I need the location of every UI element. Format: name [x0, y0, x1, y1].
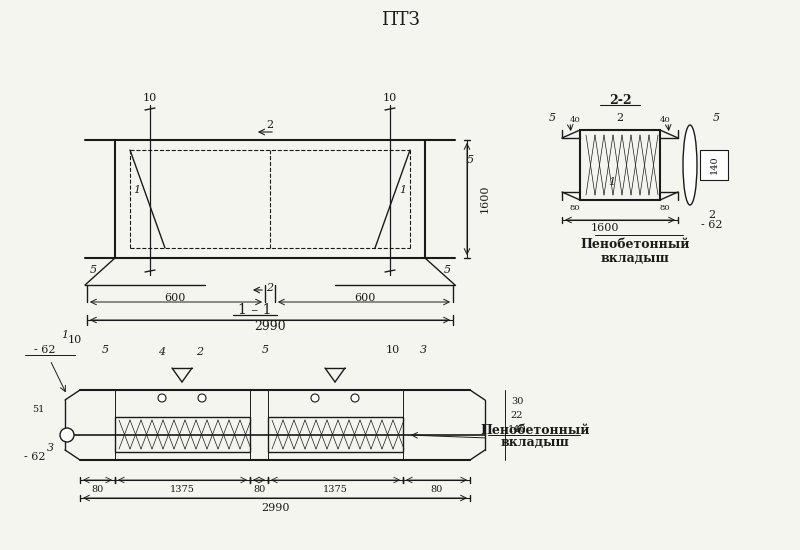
Bar	[700, 150, 728, 180]
Ellipse shape	[683, 125, 697, 205]
Text: 51: 51	[32, 405, 44, 415]
Text: - 62: - 62	[34, 345, 56, 355]
Text: 80: 80	[91, 486, 104, 494]
Text: вкладыш: вкладыш	[601, 251, 670, 265]
Text: 5: 5	[90, 265, 97, 275]
Text: 5: 5	[102, 345, 109, 355]
Bar	[580, 130, 660, 200]
Text: 140: 140	[508, 426, 526, 434]
Text: 2990: 2990	[254, 321, 286, 333]
Text: 2: 2	[617, 113, 623, 123]
Text: 80: 80	[253, 486, 265, 494]
Text: 40: 40	[570, 116, 580, 124]
Text: 140: 140	[710, 156, 718, 174]
Text: 3: 3	[46, 443, 54, 453]
Text: Пенобетонный: Пенобетонный	[580, 239, 690, 251]
Text: 30: 30	[511, 398, 523, 406]
Text: вкладыш: вкладыш	[501, 437, 570, 449]
Text: 2: 2	[266, 120, 274, 130]
Text: 80: 80	[430, 486, 442, 494]
Bar	[115, 417, 250, 452]
Text: 1 – 1: 1 – 1	[238, 303, 272, 317]
Text: 3: 3	[419, 345, 426, 355]
Text: 5: 5	[713, 113, 719, 123]
Text: 80: 80	[660, 204, 670, 212]
Text: - 62: - 62	[702, 220, 722, 230]
Text: 600: 600	[164, 293, 186, 303]
Text: 2: 2	[709, 210, 715, 220]
Text: 80: 80	[570, 204, 580, 212]
Text: 2990: 2990	[261, 503, 290, 513]
Text: 5: 5	[549, 113, 555, 123]
Text: 1: 1	[609, 177, 615, 187]
Text: - 62: - 62	[24, 452, 46, 462]
Circle shape	[198, 394, 206, 402]
Text: 1600: 1600	[590, 223, 619, 233]
Text: 1375: 1375	[170, 486, 195, 494]
Text: 600: 600	[354, 293, 376, 303]
Text: 1: 1	[399, 185, 406, 195]
Text: 1375: 1375	[323, 486, 348, 494]
Circle shape	[60, 428, 74, 442]
Text: 1600: 1600	[480, 185, 490, 213]
Text: 2-2: 2-2	[609, 94, 631, 107]
Text: 2: 2	[197, 347, 203, 357]
Circle shape	[158, 394, 166, 402]
Text: 5: 5	[443, 265, 450, 275]
Text: 2: 2	[266, 283, 274, 293]
Text: 40: 40	[660, 116, 670, 124]
Text: 4: 4	[158, 347, 166, 357]
Text: 22: 22	[510, 410, 523, 420]
Text: 1: 1	[134, 185, 141, 195]
Text: 10: 10	[143, 93, 157, 103]
Text: 5: 5	[466, 155, 474, 165]
Circle shape	[311, 394, 319, 402]
Text: 5: 5	[262, 345, 269, 355]
Text: Пенобетонный: Пенобетонный	[480, 424, 590, 437]
Bar	[268, 417, 403, 452]
Circle shape	[351, 394, 359, 402]
Text: ПТЗ: ПТЗ	[381, 11, 419, 29]
Text: 10: 10	[383, 93, 397, 103]
Text: 10: 10	[386, 345, 400, 355]
Text: 10: 10	[68, 335, 82, 345]
Text: 1: 1	[62, 330, 69, 340]
